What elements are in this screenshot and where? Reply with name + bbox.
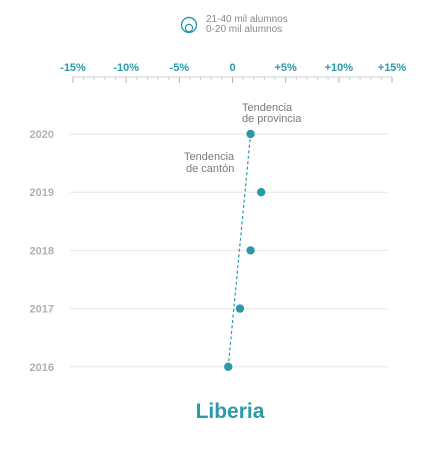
y-tick-label: 2016 [30, 362, 54, 374]
y-tick-label: 2018 [30, 245, 54, 257]
annotation-canton-line2: de cantón [186, 163, 234, 175]
annotation-canton-line1: Tendencia [184, 151, 235, 163]
data-point-2019 [257, 188, 266, 197]
x-tick-label: +15% [378, 62, 407, 74]
x-axis: -15% -10% -5% 0 +5% +10% +15% [60, 62, 406, 83]
size-legend-icon [180, 16, 198, 34]
canton-trend-line [227, 133, 252, 367]
data-point-2016 [224, 362, 233, 371]
data-point-2017 [235, 304, 245, 313]
legend: 21-40 mil alumnos 0-20 mil alumnos [180, 14, 288, 35]
annotation-province-line1: Tendencia [242, 102, 293, 114]
chart-title: Liberia [196, 400, 265, 423]
data-points [224, 129, 266, 371]
x-tick-label: +5% [275, 62, 298, 74]
data-point-2018 [246, 246, 255, 255]
x-tick-label: 0 [229, 62, 235, 74]
y-tick-label: 2020 [30, 129, 54, 141]
legend-item-large: 21-40 mil alumnos [206, 14, 288, 25]
x-tick-label: -5% [170, 62, 190, 74]
data-point-2020 [246, 129, 255, 139]
x-tick-label: +10% [325, 62, 354, 74]
x-tick-label: -15% [60, 62, 86, 74]
y-tick-label: 2019 [30, 187, 54, 199]
y-tick-label: 2017 [30, 304, 54, 316]
annotation-province-line2: de provincia [242, 113, 302, 125]
x-tick-label: -10% [113, 62, 139, 74]
legend-item-small: 0-20 mil alumnos [206, 24, 282, 35]
